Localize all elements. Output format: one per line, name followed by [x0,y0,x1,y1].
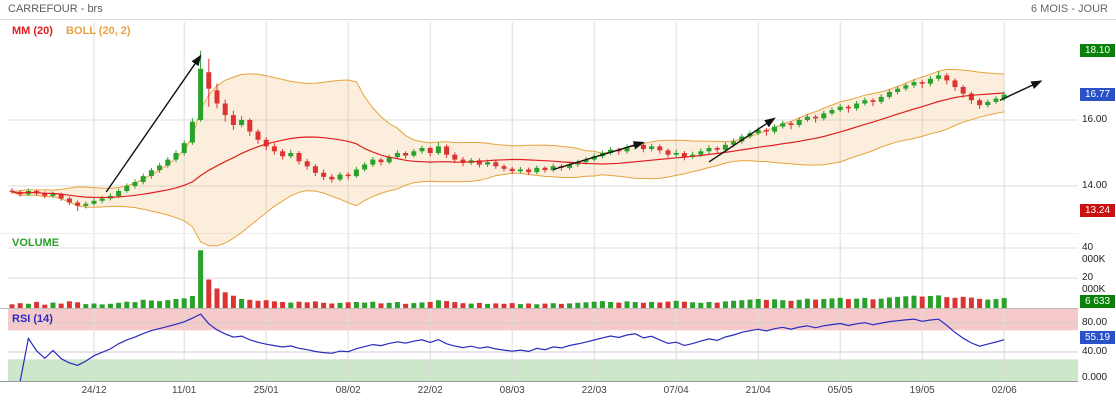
candlestick-series [9,50,1007,212]
price-grid-label-16: 16.00 [1082,114,1108,125]
rsi-grid-label-0: 0.000 [1082,372,1108,383]
rsi-line [19,313,1005,382]
last-price-badge: 16.77 [1080,88,1115,101]
rsi-grid-label-40: 40.00 [1082,346,1108,357]
trend-arrows [105,54,1043,193]
price-high-badge: 18.10 [1080,44,1115,57]
instrument-title: CARREFOUR - brs [8,3,103,15]
bollinger-band [11,68,1005,247]
rsi-zones [8,308,1078,382]
volume-last-badge: 6 633 [1080,295,1115,308]
rsi-grid-label-80: 80.00 [1082,317,1108,328]
volume-series [9,250,1007,309]
price-low-badge: 13.24 [1080,204,1115,217]
volume-panel-label: VOLUME [12,237,60,249]
volume-grid-label-20000k: 20 000K [1082,272,1106,295]
chart-header: CARREFOUR - brs 6 MOIS - JOUR [0,0,1116,20]
timeframe-label: 6 MOIS - JOUR [1030,3,1108,15]
price-grid-label-14: 14.00 [1082,180,1108,191]
rsi-last-badge: 55.19 [1080,331,1115,344]
legend-bollinger: BOLL (20, 2) [66,25,131,37]
legend-mm20: MM (20) [12,25,53,37]
rsi-panel-label: RSI (14) [12,313,53,325]
mm20-line [11,92,1005,199]
volume-grid-label-40000k: 40 000K [1082,242,1106,265]
